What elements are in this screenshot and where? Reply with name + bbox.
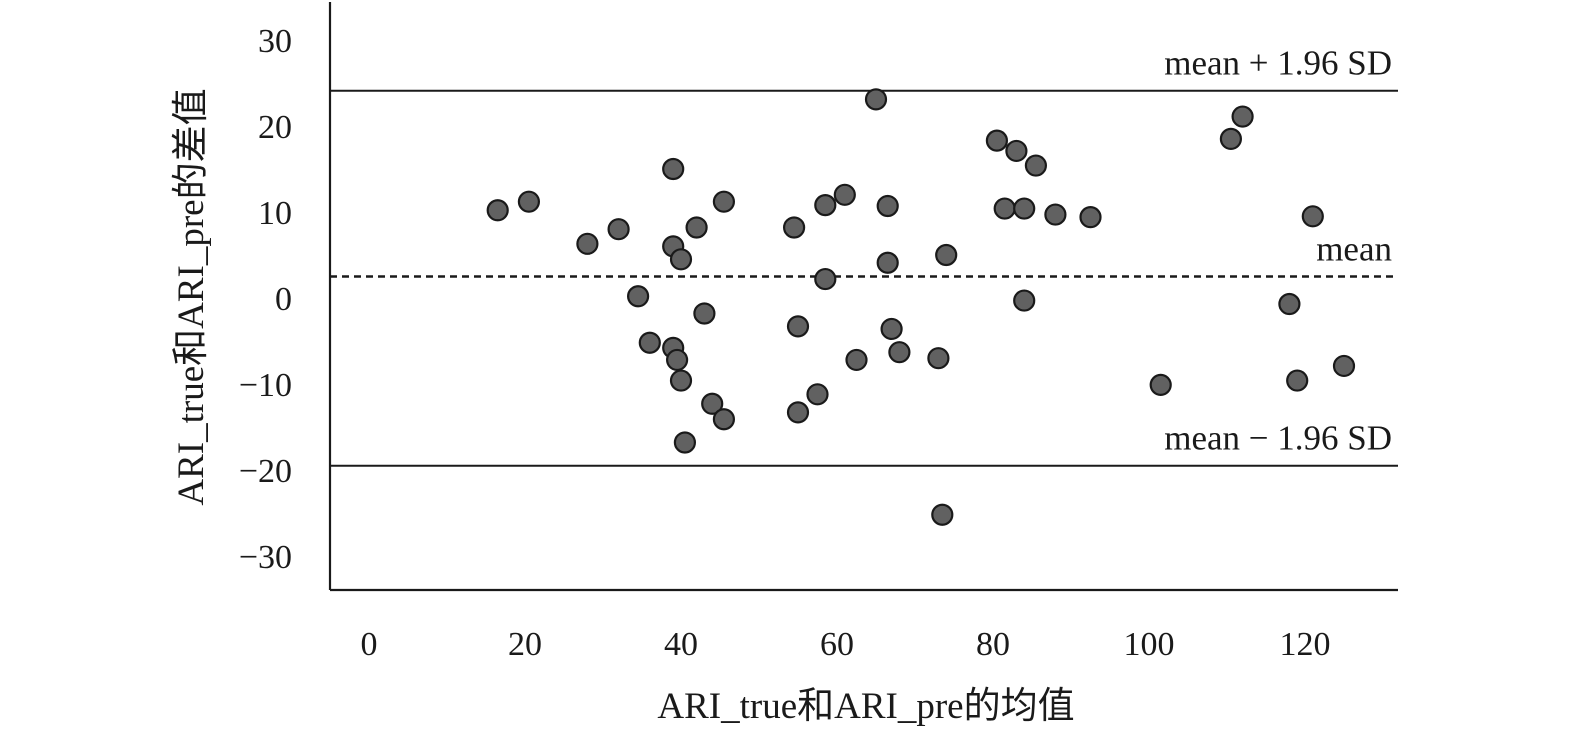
data-point-16 <box>712 190 736 213</box>
data-point-26 <box>864 88 888 111</box>
x-tick-label-2: 40 <box>664 626 698 663</box>
data-points <box>486 88 1356 526</box>
reference-line-labels: mean + 1.96 SD mean mean − 1.96 SD <box>1164 44 1392 458</box>
data-point-3 <box>607 218 630 241</box>
data-point-23 <box>814 267 837 291</box>
data-point-10 <box>669 248 693 271</box>
x-tick-label-6: 120 <box>1280 626 1331 663</box>
data-point-36 <box>1005 139 1028 163</box>
data-point-29 <box>880 317 903 341</box>
x-axis-title: ARI_true和ARI_pre的均值 <box>657 685 1074 727</box>
axes <box>328 2 1398 592</box>
y-tick-label-0: 30 <box>258 23 292 60</box>
data-point-46 <box>1286 369 1309 392</box>
reference-label-0: mean + 1.96 SD <box>1164 44 1392 83</box>
reference-label-1: mean <box>1316 230 1392 269</box>
y-axis-title: ARI_true和ARI_pre的差值 <box>170 88 212 505</box>
y-tick-label-6: −30 <box>239 539 292 576</box>
data-point-30 <box>888 341 911 364</box>
data-point-0 <box>486 199 509 222</box>
data-point-12 <box>673 431 697 454</box>
data-point-19 <box>786 315 810 338</box>
data-point-39 <box>1024 154 1048 177</box>
y-tick-label-5: −20 <box>239 453 292 490</box>
reference-lines <box>330 89 1398 467</box>
y-tick-label-2: 10 <box>258 195 292 232</box>
data-point-15 <box>701 392 724 415</box>
data-point-27 <box>876 194 899 218</box>
data-point-28 <box>876 251 899 274</box>
data-point-22 <box>814 194 837 217</box>
data-point-25 <box>845 348 868 372</box>
x-tick-labels: 0 20 40 60 80 100 120 <box>361 626 1331 663</box>
data-point-32 <box>935 243 958 267</box>
data-point-17 <box>712 408 736 431</box>
data-point-33 <box>931 503 954 526</box>
data-point-42 <box>1149 373 1172 396</box>
y-tick-label-4: −10 <box>239 367 292 404</box>
data-point-4 <box>626 285 650 308</box>
data-point-20 <box>786 401 810 424</box>
data-point-43 <box>1219 127 1243 150</box>
data-point-37 <box>1013 197 1036 220</box>
data-point-24 <box>833 183 856 206</box>
x-tick-label-5: 100 <box>1124 626 1175 663</box>
data-point-41 <box>1079 206 1102 229</box>
data-point-14 <box>693 302 716 325</box>
data-point-6 <box>662 157 685 181</box>
x-tick-label-0: 0 <box>361 626 378 663</box>
y-tick-labels: 30 20 10 0 −10 −20 −30 <box>239 23 292 576</box>
x-tick-label-3: 60 <box>820 626 854 663</box>
data-point-45 <box>1278 292 1301 316</box>
x-tick-label-4: 80 <box>976 626 1010 663</box>
data-point-1 <box>517 190 541 213</box>
data-point-38 <box>1013 289 1036 312</box>
y-tick-label-1: 20 <box>258 109 292 146</box>
data-point-35 <box>993 197 1016 220</box>
data-point-21 <box>806 383 829 406</box>
data-point-18 <box>782 216 806 239</box>
data-point-9 <box>665 348 689 372</box>
data-point-31 <box>927 347 950 370</box>
y-tick-label-3: 0 <box>275 281 292 318</box>
x-tick-label-1: 20 <box>508 626 542 663</box>
reference-label-2: mean − 1.96 SD <box>1164 419 1392 458</box>
data-point-13 <box>685 216 708 239</box>
data-point-44 <box>1231 105 1254 128</box>
data-point-2 <box>576 232 599 255</box>
data-point-34 <box>985 129 1009 152</box>
data-point-5 <box>638 331 661 354</box>
data-point-40 <box>1044 203 1067 226</box>
data-point-47 <box>1301 205 1324 228</box>
data-point-11 <box>669 369 693 392</box>
data-point-48 <box>1332 354 1356 378</box>
